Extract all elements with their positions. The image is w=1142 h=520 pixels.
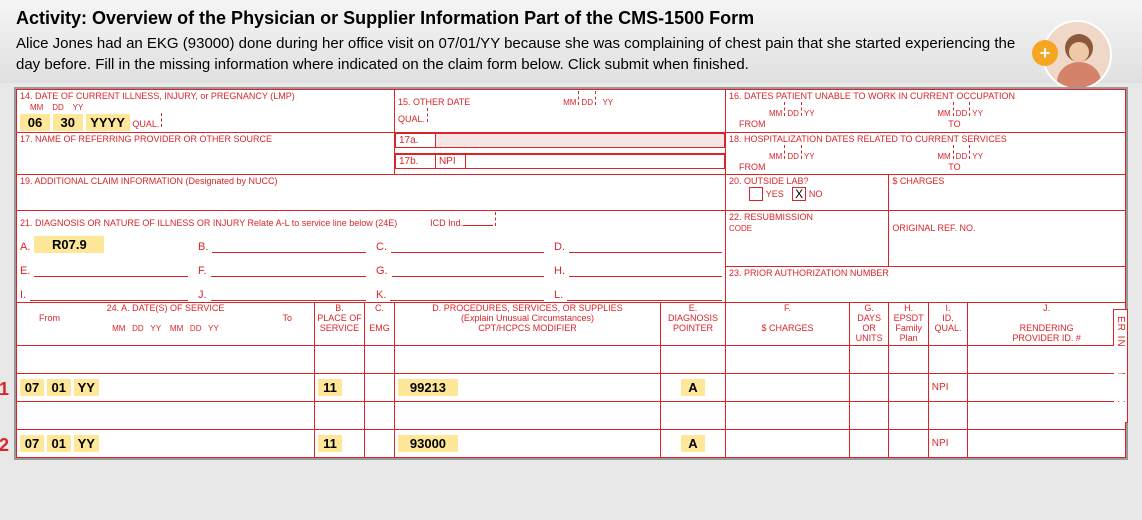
service-row-1: 1 07 01 YY 11 99213 A NPI: [17, 373, 1126, 401]
r2-mm[interactable]: 07: [20, 435, 44, 452]
service-row-2: 2 07 01 YY 11 93000 A NPI: [17, 429, 1126, 457]
box14-mm[interactable]: 06: [20, 114, 50, 131]
activity-instructions: Alice Jones had an EKG (93000) done duri…: [16, 33, 1016, 75]
box17-label: 17. NAME OF REFERRING PROVIDER OR OTHER …: [20, 134, 272, 144]
activity-header: Activity: Overview of the Physician or S…: [0, 0, 1142, 83]
r2-dd[interactable]: 01: [47, 435, 71, 452]
diag-a[interactable]: R07.9: [34, 236, 104, 253]
r1-cpt[interactable]: 99213: [398, 379, 458, 396]
r1-ptr[interactable]: A: [681, 379, 705, 396]
box21-label: 21. DIAGNOSIS OR NATURE OF ILLNESS OR IN…: [20, 218, 397, 228]
box15-label: 15. OTHER DATE: [398, 97, 470, 107]
r2-pos[interactable]: 11: [318, 435, 342, 452]
r2-yy[interactable]: YY: [74, 435, 99, 452]
service-row-1-shade: [17, 345, 1126, 373]
box14-dd[interactable]: 30: [53, 114, 83, 131]
r1-dd[interactable]: 01: [47, 379, 71, 396]
box19-label: 19. ADDITIONAL CLAIM INFORMATION (Design…: [20, 176, 278, 186]
outside-lab-no[interactable]: X: [792, 187, 806, 201]
box14-label: 14. DATE OF CURRENT ILLNESS, INJURY, or …: [20, 91, 295, 101]
service-row-2-shade: [17, 401, 1126, 429]
box23-label: 23. PRIOR AUTHORIZATION NUMBER: [729, 268, 889, 278]
box14-yy[interactable]: YYYY: [86, 114, 130, 131]
r1-mm[interactable]: 07: [20, 379, 44, 396]
cms1500-form: ER INFORMATION 14. DATE OF CURRENT ILLNE…: [14, 87, 1128, 460]
box16-label: 16. DATES PATIENT UNABLE TO WORK IN CURR…: [729, 91, 1015, 101]
r1-pos[interactable]: 11: [318, 379, 342, 396]
box22-label: 22. RESUBMISSION: [729, 212, 813, 222]
r2-ptr[interactable]: A: [681, 435, 705, 452]
box18-label: 18. HOSPITALIZATION DATES RELATED TO CUR…: [729, 134, 1007, 144]
plus-icon: +: [1032, 40, 1058, 66]
r1-yy[interactable]: YY: [74, 379, 99, 396]
activity-title: Activity: Overview of the Physician or S…: [16, 8, 1126, 29]
box20-label: 20. OUTSIDE LAB?: [729, 176, 809, 186]
outside-lab-yes[interactable]: [749, 187, 763, 201]
r2-cpt[interactable]: 93000: [398, 435, 458, 452]
